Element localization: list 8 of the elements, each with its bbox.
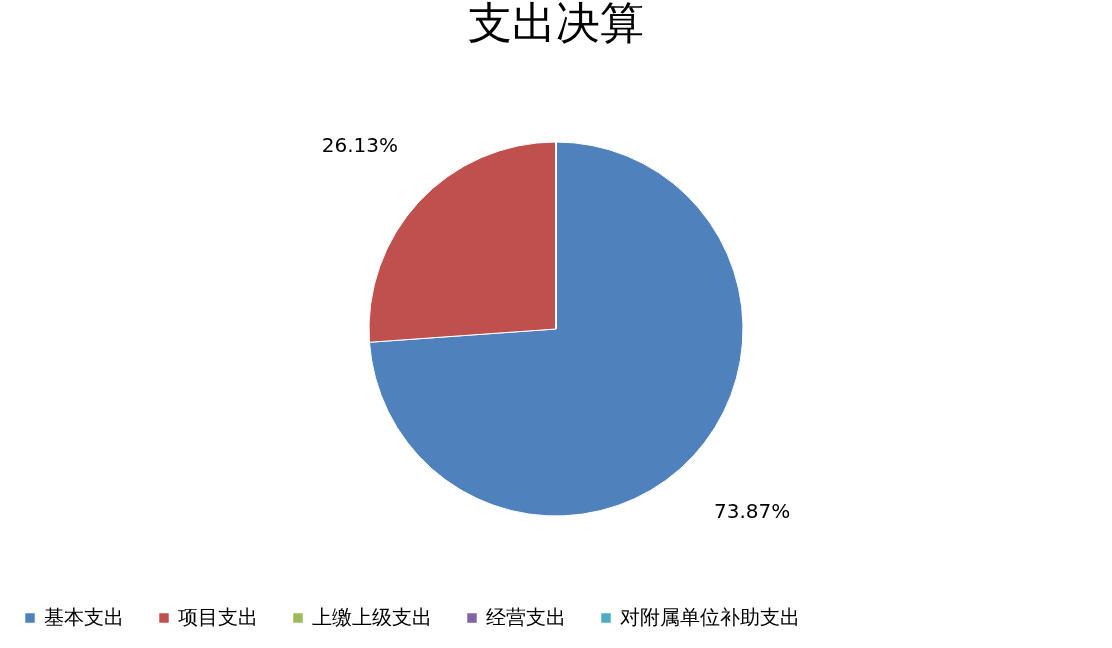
legend-label: 上缴上级支出 <box>312 605 432 629</box>
legend-label: 基本支出 <box>44 605 124 629</box>
chart-title: 支出决算 <box>468 0 644 48</box>
legend-label: 对附属单位补助支出 <box>620 605 800 629</box>
data-label: 26.13% <box>321 133 399 158</box>
legend-label: 项目支出 <box>178 605 258 629</box>
legend-label: 经营支出 <box>486 605 566 629</box>
data-label: 73.87% <box>713 498 791 523</box>
